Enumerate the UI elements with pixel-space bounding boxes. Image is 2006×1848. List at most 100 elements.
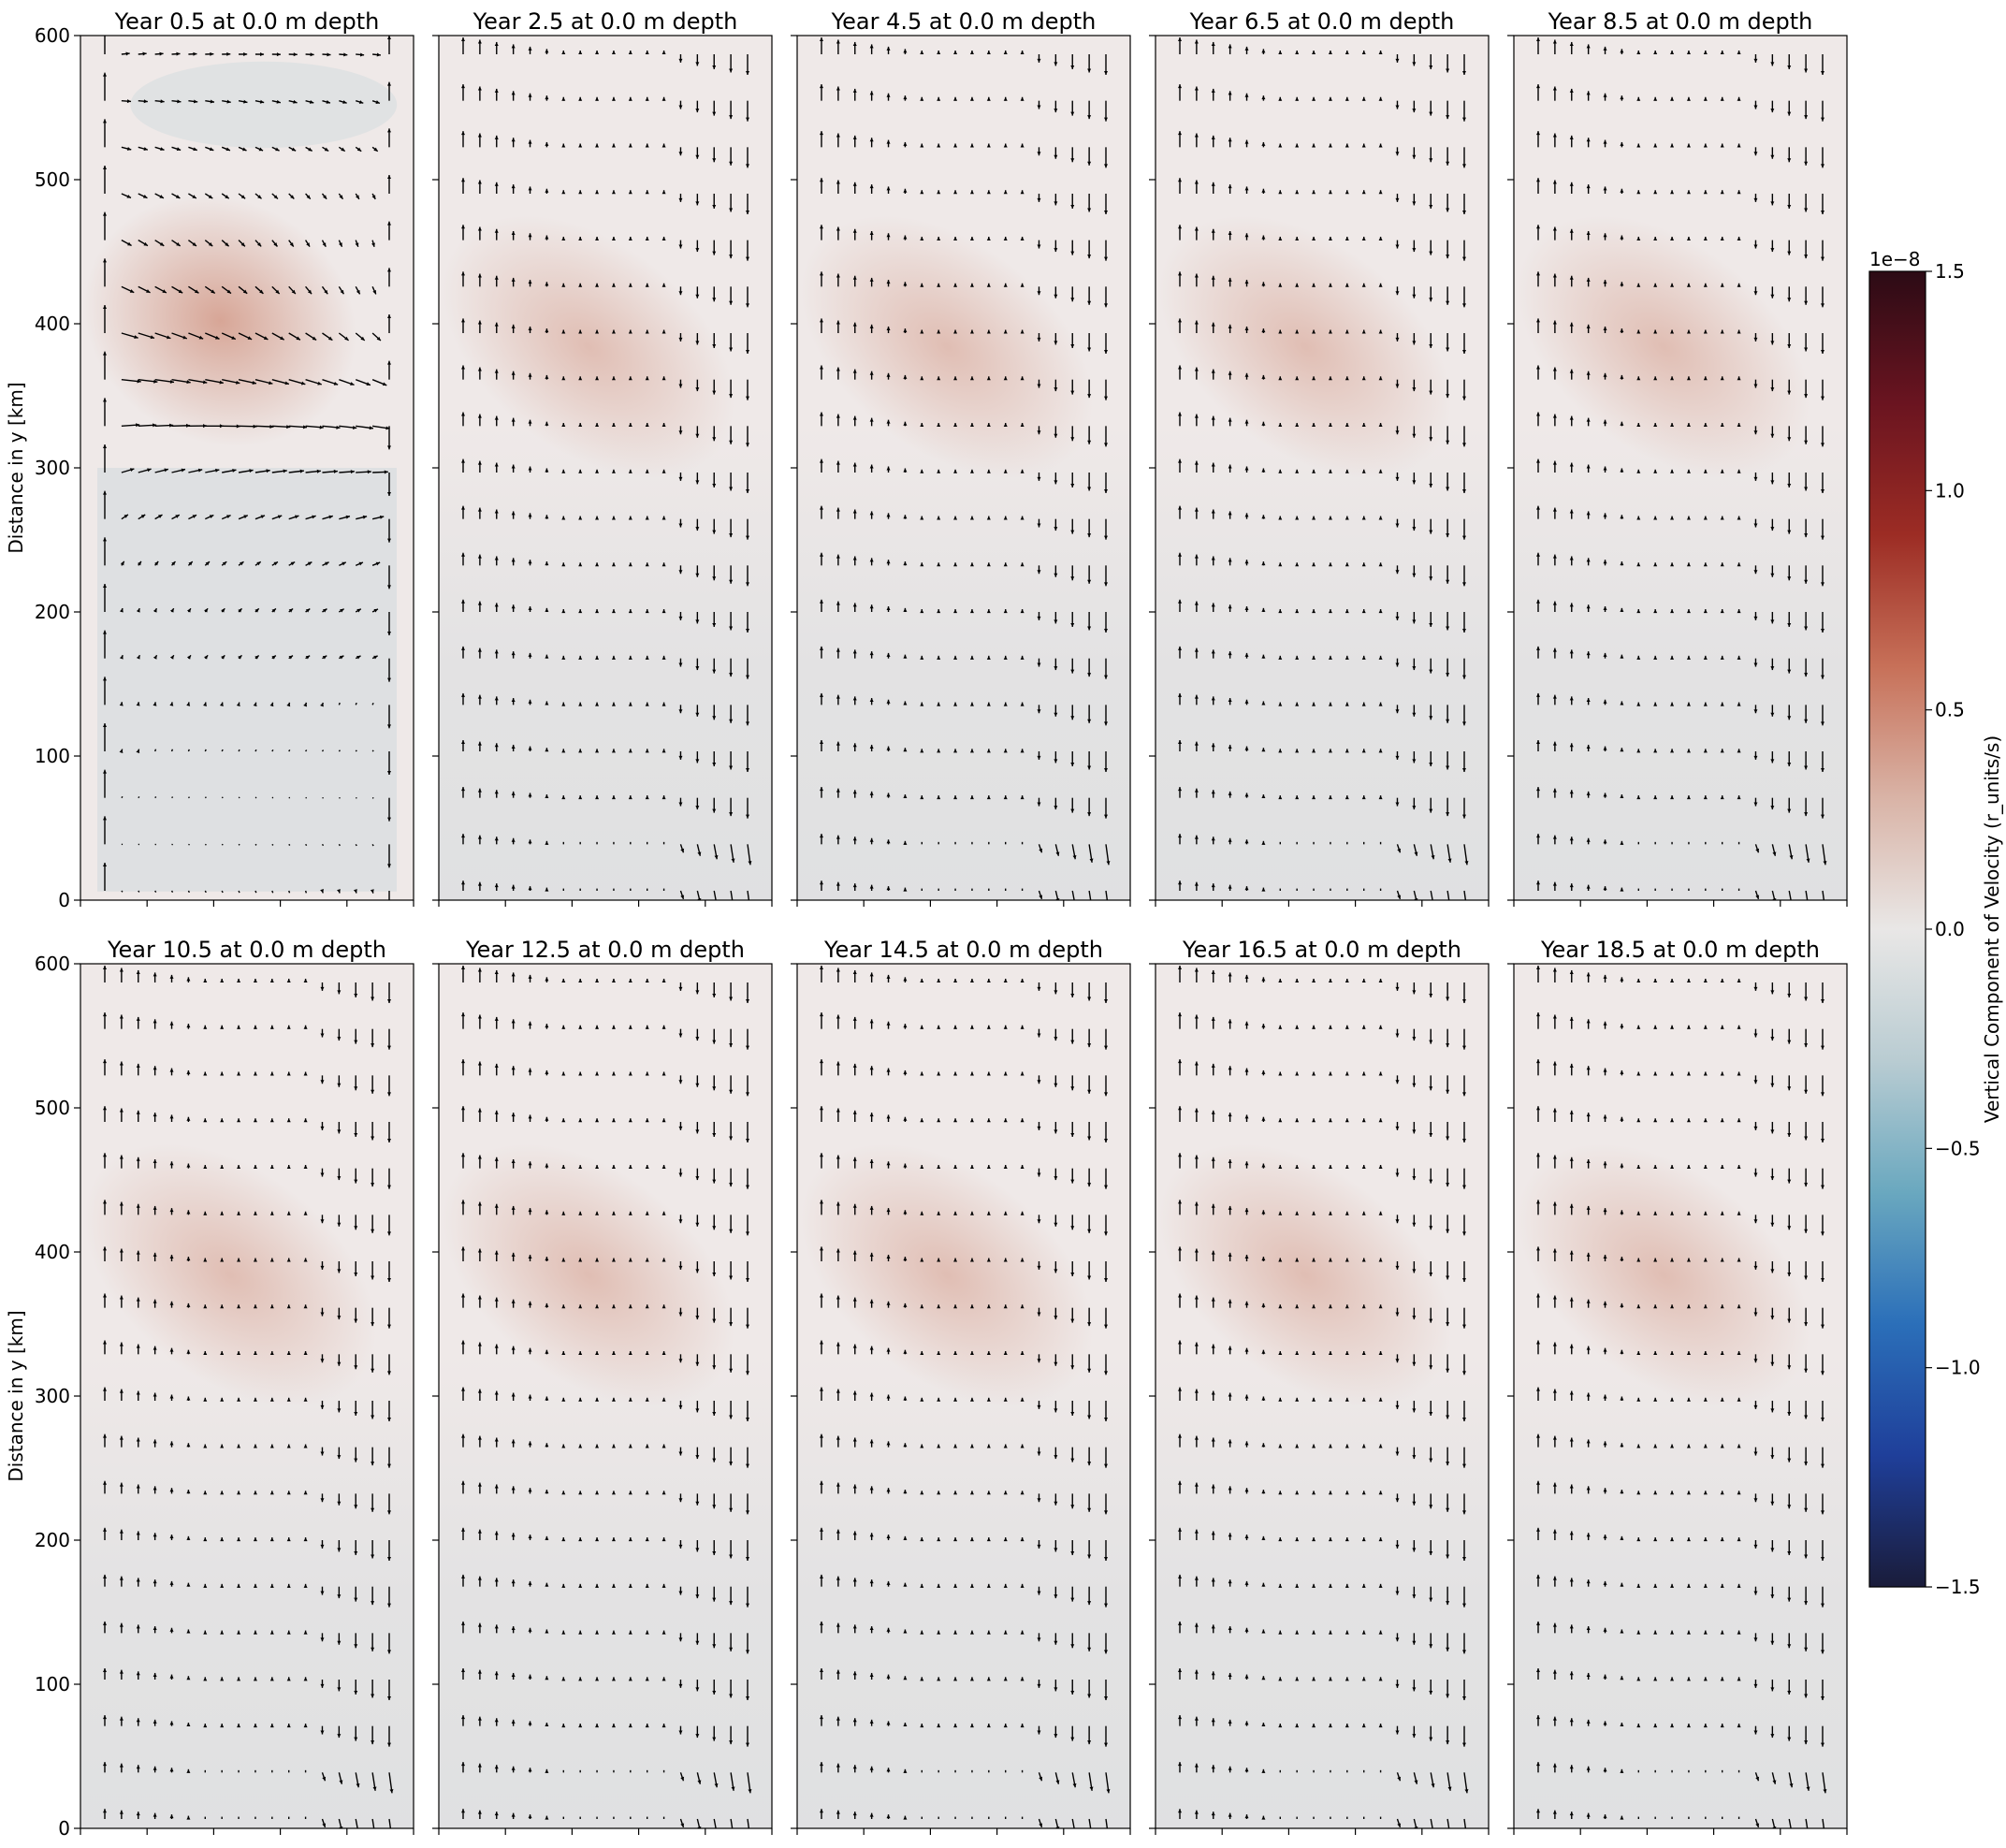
quiver-arrow — [628, 655, 632, 660]
quiver-arrow — [1104, 147, 1108, 168]
quiver-arrow — [1462, 1493, 1466, 1515]
quiver-arrow — [1703, 1630, 1708, 1635]
quiver-arrow — [1312, 329, 1316, 334]
quiver-arrow — [869, 44, 874, 54]
quiver-arrow — [820, 1293, 823, 1308]
quiver-arrow — [1753, 1168, 1758, 1177]
quiver-arrow — [511, 604, 516, 612]
quiver-arrow — [1569, 415, 1574, 427]
quiver-arrow — [545, 1768, 549, 1773]
quiver-arrow — [903, 188, 908, 194]
quiver-arrow — [628, 51, 632, 54]
quiver-arrow — [1569, 369, 1574, 380]
quiver-arrow — [578, 1071, 583, 1076]
quiver-arrow — [1429, 54, 1433, 69]
quiver-arrow — [528, 1347, 532, 1355]
quiver-arrow — [1686, 423, 1691, 428]
quiver-arrow — [1737, 51, 1741, 54]
quiver-arrow — [886, 1347, 891, 1355]
quiver-arrow — [1244, 652, 1249, 659]
quiver-arrow — [1686, 283, 1691, 287]
quiver-arrow — [203, 1025, 208, 1029]
quiver-arrow — [1603, 186, 1607, 194]
quiver-arrow — [611, 749, 616, 753]
quiver-arrow — [886, 419, 891, 427]
quiver-arrow — [953, 516, 958, 520]
quiver-arrow — [678, 518, 683, 528]
quiver-arrow — [271, 469, 287, 473]
quiver-arrow — [238, 378, 257, 385]
quiver-arrow — [477, 1014, 482, 1029]
quiver-arrow — [712, 194, 717, 209]
quiver-arrow — [1804, 54, 1809, 73]
quiver-arrow — [1054, 1725, 1058, 1739]
quiver-arrow — [1720, 749, 1724, 753]
quiver-arrow — [1071, 1772, 1077, 1788]
quiver-arrow — [1569, 1531, 1574, 1540]
quiver-arrow — [1737, 979, 1741, 982]
quiver-arrow — [1178, 37, 1182, 54]
quiver-arrow — [1753, 751, 1758, 760]
quiver-arrow — [203, 1397, 208, 1402]
quiver-arrow — [1653, 190, 1658, 195]
quiver-arrow — [661, 702, 666, 706]
quiver-arrow — [1569, 1110, 1574, 1122]
quiver-arrow — [1312, 979, 1316, 982]
quiver-arrow — [387, 1215, 391, 1236]
quiver-arrow — [1804, 1401, 1809, 1419]
quiver-arrow — [204, 240, 213, 247]
quiver-arrow — [1636, 655, 1641, 660]
quiver-arrow — [237, 1537, 241, 1542]
quiver-arrow — [1295, 96, 1300, 101]
quiver-arrow — [1070, 705, 1075, 720]
quiver-arrow — [1395, 518, 1400, 528]
quiver-arrow — [1753, 1215, 1758, 1224]
quiver-arrow — [545, 840, 549, 845]
quiver-arrow — [153, 1252, 157, 1261]
quiver-arrows — [1536, 37, 1827, 900]
quiver-arrow — [679, 1772, 685, 1782]
panel-7: Year 12.5 at 0.0 m depth — [432, 937, 773, 1835]
quiver-arrow — [320, 982, 325, 991]
quiver-arrow — [370, 889, 374, 894]
quiver-arrow — [1770, 1401, 1775, 1413]
quiver-arrow — [253, 1165, 257, 1170]
quiver-arrow — [986, 1397, 991, 1402]
quiver-arrow — [969, 1583, 974, 1588]
quiver-arrow — [237, 1211, 241, 1215]
quiver-arrow — [1412, 1680, 1417, 1692]
quiver-arrow — [1586, 1439, 1591, 1448]
quiver-arrow — [1737, 1304, 1741, 1309]
quiver-arrow — [337, 1075, 342, 1087]
quiver-arrow — [628, 469, 632, 473]
quiver-arrow — [1278, 1258, 1283, 1262]
quiver-arrow — [1603, 1580, 1607, 1587]
quiver-arrow — [1620, 374, 1624, 380]
quiver-arrow — [595, 1025, 600, 1029]
quiver-arrow — [661, 143, 666, 148]
quiver-arrow — [1412, 1122, 1417, 1134]
quiver-arrow — [595, 749, 600, 753]
quiver-arrow — [204, 560, 211, 566]
quiver-arrow — [836, 1389, 840, 1401]
quiver-arrow — [953, 423, 958, 428]
quiver-arrow — [820, 271, 823, 287]
quiver-arrow — [321, 285, 328, 295]
quiver-arrow — [1395, 426, 1400, 435]
quiver-arrow — [371, 982, 375, 1001]
quiver-arrow — [153, 702, 157, 706]
quiver-arrow — [1620, 887, 1624, 892]
quiver-arrow — [1670, 329, 1675, 334]
quiver-arrow — [461, 412, 465, 427]
quiver-arrow — [1244, 1441, 1249, 1448]
quiver-arrow — [1211, 743, 1215, 751]
quiver-arrow — [1720, 655, 1724, 660]
quiver-arrow — [545, 748, 549, 752]
quiver-arrow — [171, 99, 182, 104]
quiver-arrow — [288, 99, 298, 104]
quiver-arrow — [903, 1582, 908, 1587]
quiver-arrow — [986, 516, 991, 520]
quiver-arrow — [1211, 415, 1215, 427]
quiver-arrow — [477, 1108, 482, 1122]
